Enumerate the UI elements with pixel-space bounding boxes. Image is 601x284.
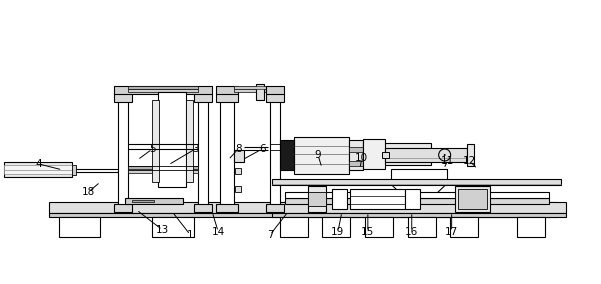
Bar — [266, 86, 284, 94]
Bar — [216, 93, 238, 102]
Text: 11: 11 — [441, 156, 454, 166]
Text: 5: 5 — [149, 144, 156, 154]
Text: 8: 8 — [235, 144, 242, 154]
Text: 13: 13 — [156, 225, 169, 235]
Text: 1: 1 — [187, 230, 194, 240]
Bar — [235, 186, 241, 192]
Bar — [4, 162, 72, 177]
Bar — [450, 217, 478, 237]
Bar — [234, 89, 272, 92]
Bar — [391, 169, 447, 184]
Bar — [350, 189, 404, 209]
Bar — [58, 217, 100, 237]
Bar — [158, 92, 186, 187]
Bar — [186, 100, 194, 182]
Bar — [349, 161, 363, 166]
Bar — [266, 204, 284, 212]
Bar — [294, 137, 349, 174]
Bar — [72, 165, 76, 175]
Bar — [234, 86, 274, 89]
Text: 9: 9 — [315, 150, 322, 160]
Bar — [152, 100, 159, 182]
Text: 14: 14 — [212, 227, 225, 237]
Bar — [126, 198, 183, 204]
Circle shape — [444, 154, 446, 156]
Bar — [220, 90, 234, 212]
Bar — [457, 189, 487, 209]
Bar — [454, 186, 490, 212]
Bar — [216, 86, 238, 94]
Bar — [234, 150, 244, 162]
Bar — [198, 90, 208, 212]
Text: 19: 19 — [331, 227, 344, 237]
Bar — [114, 204, 132, 212]
Bar — [129, 166, 198, 170]
Bar — [404, 189, 419, 209]
Bar — [114, 86, 212, 94]
Text: 18: 18 — [82, 187, 95, 197]
Bar — [4, 165, 72, 174]
Bar — [129, 170, 198, 173]
Polygon shape — [391, 184, 447, 202]
Bar — [49, 213, 557, 217]
Text: 7: 7 — [267, 230, 273, 240]
Text: 12: 12 — [463, 156, 476, 166]
Bar — [256, 84, 264, 100]
Bar — [266, 93, 284, 102]
Bar — [194, 204, 212, 212]
Bar — [407, 217, 436, 237]
Bar — [285, 198, 549, 204]
Bar — [382, 152, 389, 158]
Bar — [363, 139, 385, 169]
Bar — [349, 147, 363, 152]
Text: 4: 4 — [35, 159, 42, 169]
Text: 15: 15 — [361, 227, 374, 237]
Bar — [349, 140, 363, 170]
Bar — [308, 186, 326, 212]
Bar — [216, 204, 238, 212]
Bar — [332, 189, 347, 209]
Bar — [308, 192, 326, 206]
Text: 10: 10 — [355, 153, 368, 163]
Text: 3: 3 — [192, 144, 198, 154]
Bar — [235, 168, 241, 174]
Bar — [280, 217, 308, 237]
Bar — [517, 217, 546, 237]
Bar — [466, 144, 474, 166]
Text: 6: 6 — [259, 144, 266, 154]
Bar — [322, 217, 350, 237]
Bar — [363, 143, 431, 165]
Bar — [285, 192, 549, 198]
Bar — [49, 202, 557, 213]
Bar — [272, 179, 561, 185]
Bar — [129, 89, 198, 92]
Bar — [272, 213, 566, 217]
Bar — [280, 149, 287, 158]
Text: 16: 16 — [405, 227, 418, 237]
Bar — [234, 86, 272, 89]
Bar — [194, 93, 212, 102]
Bar — [114, 93, 132, 102]
Bar — [132, 200, 154, 202]
Bar — [129, 86, 198, 89]
Bar — [365, 217, 393, 237]
Bar — [280, 140, 294, 170]
Bar — [385, 148, 466, 162]
Bar — [270, 90, 280, 212]
Bar — [272, 202, 566, 213]
Bar — [118, 90, 129, 212]
Text: 17: 17 — [445, 227, 459, 237]
Bar — [152, 217, 194, 237]
